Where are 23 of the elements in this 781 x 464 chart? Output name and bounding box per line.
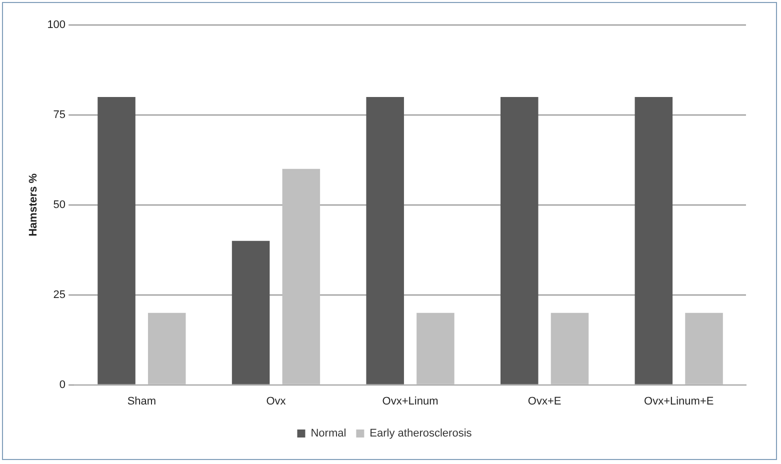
x-tick-label: Sham [127,395,156,408]
x-tick-label: Ovx+Linum+E [644,395,714,408]
bar [366,96,404,384]
bar [148,312,186,384]
legend-label: Normal [310,428,346,440]
y-tick-label: 50 [53,198,66,211]
bar [685,312,723,384]
bar [550,312,589,384]
y-axis-title: Hamsters % [28,173,40,236]
legend-label: Early atherosclerosis [370,428,472,440]
bar [98,96,136,384]
y-tick-label: 0 [59,378,66,391]
y-tick-label: 100 [47,19,66,32]
bar [232,240,270,384]
bar [634,96,673,384]
bar [282,168,320,384]
y-tick-label: 25 [53,288,66,301]
x-tick-label: Ovx+E [528,395,562,408]
x-tick-label: Ovx [266,395,286,408]
bar [416,312,454,384]
x-tick-label: Ovx+Linum [382,395,438,408]
bar [500,96,538,384]
y-tick-label: 75 [53,108,66,121]
